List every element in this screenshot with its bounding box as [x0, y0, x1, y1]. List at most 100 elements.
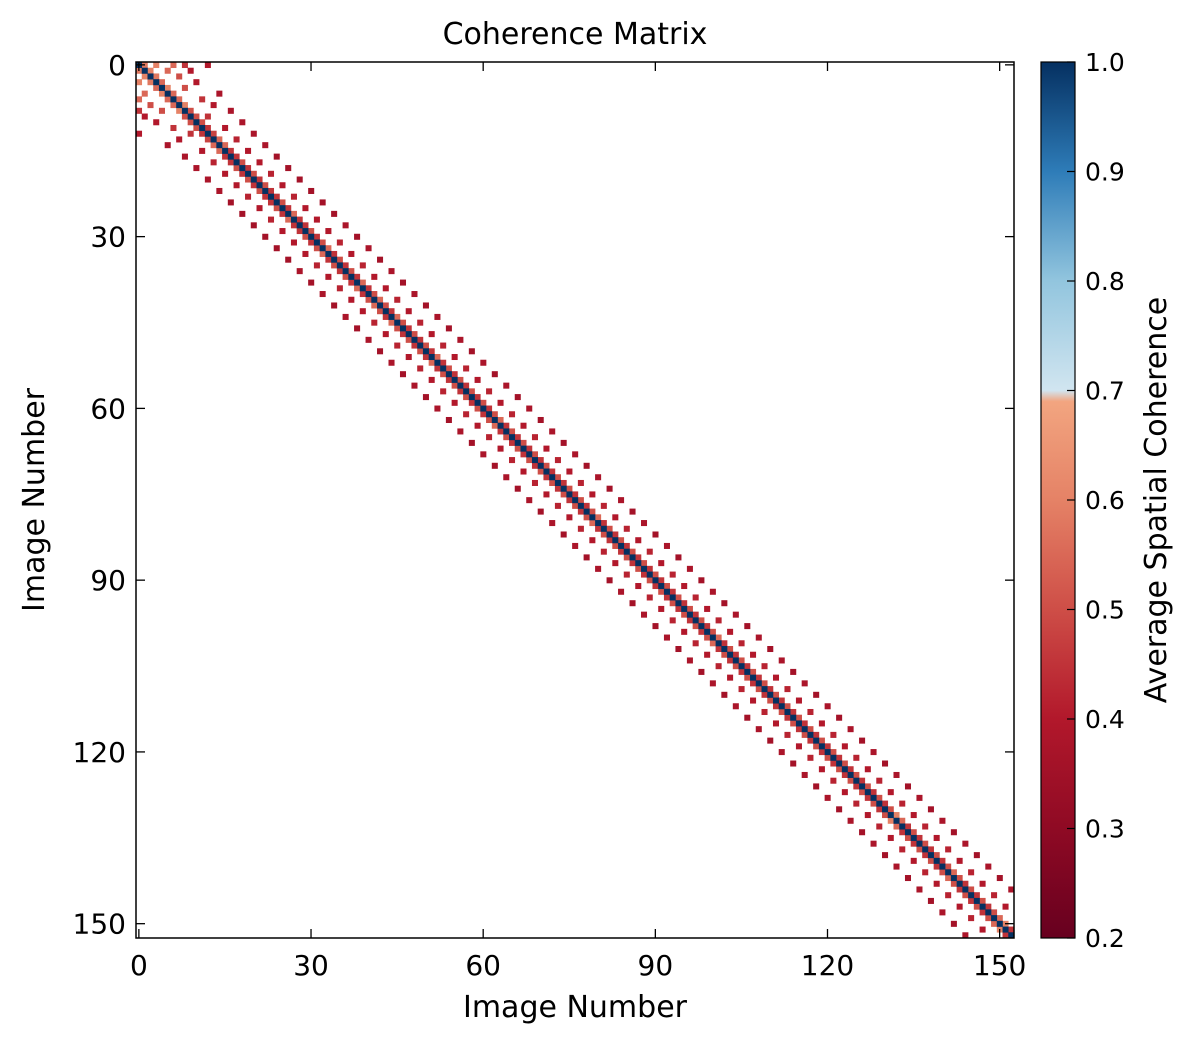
matrix-cell	[686, 617, 693, 624]
matrix-cell	[319, 291, 326, 298]
matrix-cell	[170, 102, 177, 109]
matrix-cell	[147, 102, 154, 109]
matrix-cell	[359, 262, 366, 269]
colorbar-tick-label: 0.7	[1085, 377, 1125, 406]
matrix-cell	[973, 852, 980, 859]
diagonal-cell	[767, 691, 774, 698]
matrix-cell	[170, 62, 177, 69]
matrix-cell	[428, 376, 435, 383]
matrix-cell	[377, 296, 384, 303]
matrix-cell	[778, 657, 785, 664]
y-tick-label: 60	[90, 392, 126, 425]
diagonal-cell	[371, 296, 378, 303]
matrix-cell	[164, 96, 171, 103]
diagonal-cell	[709, 634, 716, 641]
matrix-cell	[985, 863, 992, 870]
diagonal-cell	[715, 640, 722, 647]
matrix-cell	[669, 588, 676, 595]
diagonal-cell	[158, 84, 165, 91]
matrix-cell	[480, 451, 487, 458]
heatmap-cells	[136, 62, 1015, 939]
matrix-cell	[285, 205, 292, 212]
matrix-cell	[302, 233, 309, 240]
matrix-cell	[468, 439, 475, 446]
matrix-cell	[927, 846, 934, 853]
diagonal-cell	[193, 119, 200, 126]
matrix-cell	[193, 113, 200, 120]
diagonal-cell	[222, 147, 229, 154]
matrix-cell	[572, 491, 579, 498]
matrix-cell	[526, 405, 533, 412]
matrix-cell	[1008, 886, 1015, 893]
matrix-cell	[795, 726, 802, 733]
matrix-cell	[411, 331, 418, 338]
matrix-cell	[750, 680, 757, 687]
diagonal-cell	[204, 130, 211, 137]
matrix-cell	[709, 588, 716, 595]
matrix-cell	[411, 382, 418, 389]
diagonal-cell	[267, 193, 275, 200]
matrix-cell	[939, 909, 946, 916]
matrix-cell	[669, 571, 676, 578]
matrix-cell	[807, 737, 814, 744]
diagonal-cell	[388, 313, 395, 320]
matrix-cell	[526, 457, 533, 464]
matrix-cell	[904, 823, 912, 830]
matrix-cell	[560, 531, 567, 538]
matrix-cell	[141, 113, 148, 120]
matrix-cell	[818, 766, 825, 773]
matrix-cell	[836, 806, 843, 813]
matrix-cell	[554, 485, 561, 492]
matrix-cell	[750, 697, 757, 704]
matrix-cell	[784, 686, 791, 693]
matrix-cell	[394, 325, 401, 332]
diagonal-cell	[365, 291, 372, 298]
matrix-cell	[434, 313, 441, 320]
matrix-cell	[606, 577, 613, 584]
matrix-cell	[606, 485, 613, 492]
matrix-cell	[503, 474, 510, 481]
matrix-cell	[537, 416, 544, 424]
matrix-cell	[985, 915, 992, 922]
matrix-cell	[445, 416, 452, 424]
matrix-cell	[801, 771, 808, 778]
diagonal-cell	[572, 497, 579, 504]
matrix-cell	[606, 537, 613, 544]
matrix-cell	[227, 199, 234, 206]
matrix-cell	[686, 565, 693, 572]
matrix-cell	[715, 646, 722, 653]
matrix-cell	[744, 623, 751, 630]
matrix-cell	[491, 371, 498, 378]
matrix-cell	[245, 176, 252, 183]
matrix-cell	[732, 651, 739, 658]
matrix-cell	[377, 308, 384, 315]
matrix-cell	[876, 823, 883, 830]
matrix-cell	[767, 686, 774, 693]
matrix-cell	[497, 416, 504, 424]
diagonal-cell	[669, 594, 676, 601]
matrix-cell	[285, 256, 292, 263]
matrix-cell	[635, 565, 642, 572]
matrix-cell	[256, 159, 263, 166]
diagonal-cell	[296, 222, 303, 229]
y-tick-label: 150	[73, 908, 126, 941]
matrix-cell	[566, 497, 573, 504]
diagonal-cell	[239, 165, 246, 172]
matrix-cell	[554, 474, 561, 481]
matrix-cell	[945, 892, 952, 899]
matrix-cell	[813, 783, 820, 790]
matrix-cell	[675, 594, 682, 601]
diagonal-cell	[348, 273, 355, 280]
matrix-cell	[698, 577, 705, 584]
matrix-cell	[514, 485, 521, 492]
diagonal-cell	[778, 703, 785, 710]
matrix-cell	[233, 136, 240, 143]
matrix-cell	[916, 834, 923, 841]
matrix-cell	[744, 663, 751, 670]
matrix-cell	[348, 268, 355, 275]
x-tick-label: 30	[293, 949, 329, 982]
x-tick-label: 60	[465, 949, 501, 982]
matrix-cell	[727, 674, 734, 681]
matrix-cell	[669, 600, 676, 607]
matrix-cell	[279, 210, 286, 217]
